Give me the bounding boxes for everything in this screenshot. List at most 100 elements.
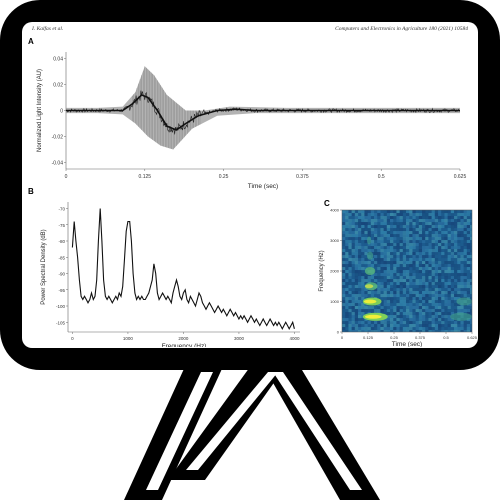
chart-c-cell bbox=[450, 237, 455, 241]
chart-c-cell bbox=[370, 273, 375, 277]
chart-c-cell bbox=[386, 234, 391, 238]
chart-c-cell bbox=[380, 234, 384, 238]
chart-c-cell bbox=[361, 210, 365, 214]
chart-c-cell bbox=[422, 222, 426, 226]
chart-c-cell bbox=[470, 282, 472, 286]
chart-c-cell bbox=[434, 315, 439, 319]
chart-c-cell bbox=[396, 222, 400, 226]
chart-c-cell bbox=[434, 273, 439, 277]
chart-c-cell bbox=[383, 243, 388, 247]
chart-c-cell bbox=[393, 264, 397, 268]
chart-c-cell bbox=[450, 303, 455, 307]
chart-c-cell bbox=[415, 282, 420, 286]
chart-c-cell bbox=[383, 285, 388, 289]
chart-c-cell bbox=[431, 234, 436, 238]
chart-c-xtick-label: 0 bbox=[341, 335, 344, 340]
chart-c-cell bbox=[444, 267, 448, 271]
chart-c-cell bbox=[358, 318, 362, 322]
chart-c-cell bbox=[454, 294, 458, 298]
chart-c-cell bbox=[406, 330, 410, 332]
chart-c-cell bbox=[454, 297, 458, 301]
chart-c-cell bbox=[447, 276, 452, 280]
chart-c-cell bbox=[354, 270, 359, 274]
chart-c-cell bbox=[399, 213, 404, 217]
chart-c-cell bbox=[412, 225, 416, 229]
chart-c-cell bbox=[454, 231, 458, 235]
chart-c-cell bbox=[415, 225, 420, 229]
chart-c-ylabel: Frequency (Hz) bbox=[319, 250, 325, 291]
chart-c-cell bbox=[418, 279, 423, 283]
chart-c-cell bbox=[342, 249, 346, 253]
chart-c-cell bbox=[454, 252, 458, 256]
chart-b-ytick-label: -70 bbox=[58, 207, 65, 212]
chart-c-cell bbox=[390, 225, 394, 229]
chart-a-ytick-label: -0.02 bbox=[52, 135, 64, 141]
chart-c-cell bbox=[460, 255, 464, 259]
chart-c-cell bbox=[377, 270, 381, 274]
chart-c-cell bbox=[358, 321, 362, 325]
chart-c-cell bbox=[406, 213, 410, 217]
chart-c-cell bbox=[399, 237, 404, 241]
header-journal: Computers and Electronics in Agriculture… bbox=[335, 26, 468, 32]
chart-c-cell bbox=[422, 213, 426, 217]
chart-c-cell bbox=[412, 276, 416, 280]
chart-c-cell bbox=[406, 282, 410, 286]
chart-c-cell bbox=[402, 303, 407, 307]
chart-c-cell bbox=[450, 240, 455, 244]
chart-c-cell bbox=[428, 279, 432, 283]
chart-c-cell bbox=[351, 249, 356, 253]
chart-c-cell bbox=[418, 297, 423, 301]
chart-c-cell bbox=[470, 327, 472, 331]
chart-c-cell bbox=[396, 306, 400, 310]
chart-c-cell bbox=[431, 225, 436, 229]
panel-label-b: B bbox=[28, 187, 34, 196]
chart-c-cell bbox=[364, 234, 368, 238]
chart-c-cell bbox=[377, 279, 381, 283]
chart-c-cell bbox=[447, 312, 452, 316]
chart-c-cell bbox=[409, 228, 413, 232]
chart-c-cell bbox=[406, 285, 410, 289]
chart-c-cell bbox=[396, 234, 400, 238]
chart-c-cell bbox=[454, 288, 458, 292]
chart-c-cell bbox=[393, 312, 397, 316]
chart-c-cell bbox=[358, 267, 362, 271]
chart-c-cell bbox=[441, 288, 445, 292]
chart-c-cell bbox=[428, 288, 432, 292]
chart-c-cell bbox=[418, 291, 423, 295]
chart-c-band bbox=[456, 297, 472, 306]
chart-c-cell bbox=[434, 330, 439, 332]
chart-c-cell bbox=[399, 327, 404, 331]
chart-c-cell bbox=[393, 228, 397, 232]
chart-c-cell bbox=[402, 225, 407, 229]
chart-c-cell bbox=[457, 255, 461, 259]
chart-c-cell bbox=[358, 264, 362, 268]
chart-c-cell bbox=[351, 315, 356, 319]
chart-c-cell bbox=[406, 216, 410, 220]
chart-c-cell bbox=[454, 267, 458, 271]
chart-c-cell bbox=[342, 291, 346, 295]
chart-c-cell bbox=[380, 252, 384, 256]
chart-c-cell bbox=[470, 261, 472, 265]
chart-c-cell bbox=[402, 324, 407, 328]
chart-c-cell bbox=[422, 282, 426, 286]
chart-c-cell bbox=[354, 264, 359, 268]
chart-c-cell bbox=[409, 306, 413, 310]
chart-c-cell bbox=[406, 231, 410, 235]
chart-c-cell bbox=[342, 255, 346, 259]
chart-c-cell bbox=[354, 246, 359, 250]
chart-c-cell bbox=[364, 255, 368, 259]
chart-c-cell bbox=[409, 315, 413, 319]
chart-c-cell bbox=[434, 324, 439, 328]
chart-c-cell bbox=[364, 258, 368, 262]
chart-c-cell bbox=[377, 234, 381, 238]
chart-c-cell bbox=[460, 330, 464, 332]
chart-c-cell bbox=[361, 318, 365, 322]
chart-c-cell bbox=[457, 222, 461, 226]
chart-c-cell bbox=[402, 309, 407, 313]
chart-c-cell bbox=[438, 288, 442, 292]
chart-c-cell bbox=[460, 252, 464, 256]
chart-c-cell bbox=[412, 327, 416, 331]
chart-c-cell bbox=[361, 264, 365, 268]
chart-c-cell bbox=[447, 246, 452, 250]
chart-c-cell bbox=[354, 279, 359, 283]
